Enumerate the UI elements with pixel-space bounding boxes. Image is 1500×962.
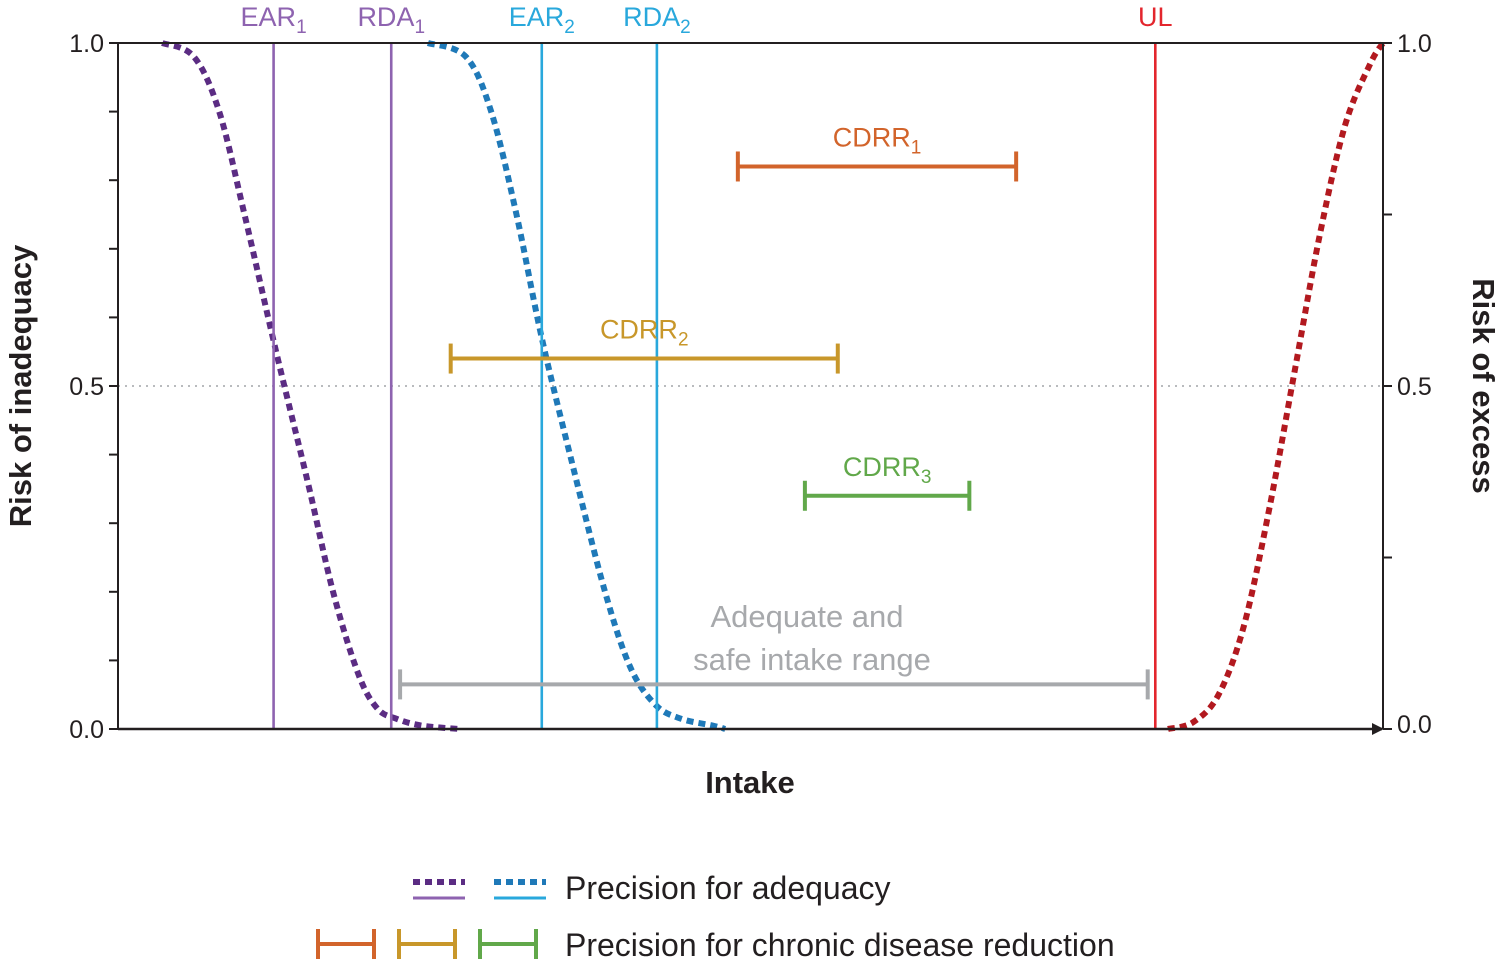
y-axis-title-right: Risk of excess xyxy=(1466,278,1500,493)
safe-range-label-line2: safe intake range xyxy=(693,642,931,677)
reference-lines: EAR1 RDA1 EAR2 RDA2 UL xyxy=(241,2,1173,729)
right-tick-label-mid: 0.5 xyxy=(1397,373,1432,401)
cdrr-ranges: CDRR1 CDRR2 CDRR3 xyxy=(448,122,1019,511)
right-tick-label-bottom: 0.0 xyxy=(1397,711,1432,739)
legend-label-adequacy: Precision for adequacy xyxy=(565,870,891,906)
risk-curve-3 xyxy=(1167,41,1386,732)
y-axis-title-left: Risk of inadequacy xyxy=(3,244,38,527)
cdrr3-label: CDRR3 xyxy=(843,452,932,488)
safe-intake-range xyxy=(398,669,1150,700)
right-tick-label-top: 1.0 xyxy=(1397,30,1432,58)
risk-curve-2 xyxy=(426,40,727,732)
left-tick-label-mid: 0.5 xyxy=(69,373,104,401)
risk-curve-1 xyxy=(161,40,460,732)
x-axis-title: Intake xyxy=(705,765,795,800)
safe-range-label-line1: Adequate and xyxy=(710,599,903,634)
legend: Precision for adequacy Precision for chr… xyxy=(316,870,1115,962)
ref-label-rda1: RDA1 xyxy=(357,2,425,38)
ref-label-ear2: EAR2 xyxy=(509,2,575,38)
cdrr1-label: CDRR1 xyxy=(833,122,922,158)
cdrr2-label: CDRR2 xyxy=(600,315,689,351)
ref-label-ear1: EAR1 xyxy=(241,2,307,38)
ref-label-rda2: RDA2 xyxy=(623,2,691,38)
legend-label-chronic: Precision for chronic disease reduction xyxy=(565,927,1115,962)
left-tick-label-bottom: 0.0 xyxy=(69,716,104,744)
ref-label-ul: UL xyxy=(1138,2,1173,32)
left-tick-label-top: 1.0 xyxy=(69,30,104,58)
ticks xyxy=(109,42,1392,730)
risk-curves xyxy=(161,40,1386,732)
